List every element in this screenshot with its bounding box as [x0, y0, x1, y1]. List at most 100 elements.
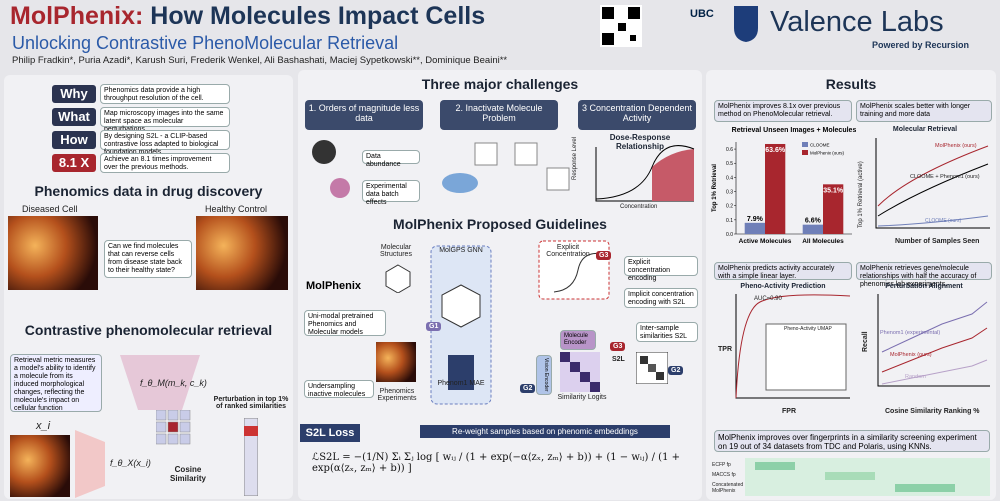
section-title: Contrastive phenomolecular retrieval — [24, 322, 273, 338]
note: MolPhenix scales better with longer trai… — [856, 100, 992, 122]
cell-image — [8, 216, 98, 290]
label: Similarity Logits — [557, 394, 607, 401]
bar — [802, 224, 823, 234]
authors: Philip Fradkin*, Puria Azadi*, Karush Su… — [12, 55, 508, 66]
g-badge: G2 — [520, 384, 536, 393]
why-tag: What — [52, 108, 96, 126]
dose-curve — [595, 145, 695, 202]
heatmap — [745, 458, 990, 496]
ubc-logo: UBC — [690, 8, 714, 20]
subtitle: Unlocking Contrastive PhenoMolecular Ret… — [12, 33, 399, 53]
y-tick-label: 0.1 — [726, 218, 733, 224]
label: Molecule Encoder — [560, 330, 596, 350]
label: Inter-sample similarities S2L — [636, 322, 698, 342]
label: Data abundance — [362, 150, 420, 168]
legend-label: CLOOME (ours) — [925, 218, 962, 224]
note: MolPhenix retrieves gene/molecule relati… — [856, 262, 992, 288]
y-tick-label: 0.6 — [726, 147, 733, 153]
label: Healthy Control — [205, 204, 268, 214]
value-label: 63.6% — [765, 147, 786, 154]
chart-title: Retrieval Unseen Images + Molecules — [732, 127, 856, 134]
line-chart — [877, 294, 990, 387]
title: MolPhenix: How Molecules Impact Cells — [10, 2, 485, 31]
vision-encoder-shape — [75, 430, 105, 498]
cell-image — [376, 342, 416, 382]
label: Undersampling inactive molecules — [304, 380, 374, 398]
g-badge: G2 — [668, 366, 684, 375]
label: Diseased Cell — [22, 204, 78, 214]
why-text: Phenomics data provide a high throughput… — [100, 84, 230, 104]
formula: ℒS2L = −(1/N) Σᵢ Σⱼ log [ wᵢⱼ / (1 + exp… — [312, 452, 681, 474]
section-title: MolPhenix Proposed Guidelines — [393, 216, 607, 232]
g-badge: G3 — [596, 251, 612, 260]
y-tick-label: 0.5 — [726, 161, 733, 167]
annotation: Pheno-Activity UMAP — [784, 326, 832, 332]
chart-title: Dose-Response Relationship — [609, 133, 671, 151]
axis-label: Cosine Similarity Ranking % — [885, 408, 980, 415]
label: Explicit concentration encoding — [624, 256, 698, 282]
bar — [744, 222, 765, 234]
label: S2L — [612, 356, 625, 363]
g-badge: G1 — [426, 322, 442, 331]
cell-image — [196, 216, 288, 290]
label: Phenomics Experiments — [377, 388, 417, 402]
label: Re-weight samples based on phenomic embe… — [420, 425, 670, 438]
formula-label: f_θ_X(x_i) — [110, 458, 151, 468]
section-title: Phenomics data in drug discovery — [34, 183, 263, 199]
value-label: 7.9% — [747, 216, 764, 223]
bar-chart: Retrieval Unseen Images + Molecules Top 1… — [712, 127, 856, 245]
label: MolPhenix — [306, 280, 362, 292]
ranking-bar — [244, 418, 258, 496]
legend-label: Phenom1 (experimental) — [880, 330, 941, 336]
concentration-box — [538, 240, 610, 300]
legend-label: MolPhenix (ours) — [890, 352, 932, 358]
bar — [823, 184, 844, 234]
molecule-icon — [385, 264, 411, 293]
axis-label: Top 1% Retrieval — [712, 164, 718, 212]
mol-encoder-shape — [120, 355, 200, 410]
note: MolPhenix predicts activity accurately w… — [714, 262, 852, 280]
title-brand: MolPhenix: — [10, 2, 144, 30]
legend-swatch — [802, 142, 808, 147]
label: Phenom1 MAE — [437, 380, 485, 387]
label: MolGPS GNN — [439, 247, 483, 254]
axis-label: Recall — [862, 331, 869, 352]
challenge: 3 Concentration Dependent Activity — [578, 100, 696, 130]
why-text: Achieve an 8.1 times improvement over th… — [100, 153, 230, 173]
value-label: 35.1% — [823, 187, 844, 194]
value-label: 6.6% — [805, 218, 822, 225]
label: Concatenated MolPhenix — [712, 482, 744, 494]
label: Experimental data batch effects — [362, 180, 420, 206]
label: Molecular Structures — [380, 244, 412, 258]
legend-swatch — [802, 150, 808, 155]
legend-label: CLOOME — [810, 143, 830, 148]
inactive-diagram — [442, 142, 570, 193]
note: Retrieval metric measures a model's abil… — [10, 354, 102, 412]
g-badge: G3 — [610, 342, 626, 351]
why-text: Map microscopy images into the same late… — [100, 107, 230, 133]
y-tick-label: 0.2 — [726, 204, 733, 210]
label: Cosine Similarity — [169, 465, 206, 483]
logo: Valence Labs — [770, 6, 944, 38]
axis-label: Number of Samples Seen — [895, 238, 980, 245]
why-tag: How — [52, 131, 96, 149]
question: Can we find molecules that can reverse c… — [104, 240, 192, 278]
annotation: AUC=0.90 — [754, 296, 782, 302]
why-tag: 8.1 X — [52, 154, 96, 172]
section-title: S2L Loss — [300, 424, 360, 442]
y-tick-label: 0.4 — [726, 175, 733, 181]
x-tick-label: Active Molecules — [739, 238, 792, 245]
challenge: 2. Inactivate Molecule Problem — [440, 100, 558, 130]
line-chart — [875, 138, 990, 229]
label: ECFP fp — [712, 462, 731, 468]
section-title: Three major challenges — [421, 76, 579, 92]
formula-label: x_i — [36, 420, 51, 432]
note: MolPhenix improves 8.1x over previous me… — [714, 100, 852, 122]
legend-label: CLOOME + Phenom1 (ours) — [910, 174, 980, 180]
label: Uni-modal pretrained Phenomics and Molec… — [304, 310, 386, 336]
data-icons — [312, 140, 350, 198]
right-panel — [706, 70, 996, 500]
challenge: 1. Orders of magnitude less data — [305, 100, 423, 130]
x-tick-label: All Molecules — [802, 238, 844, 245]
